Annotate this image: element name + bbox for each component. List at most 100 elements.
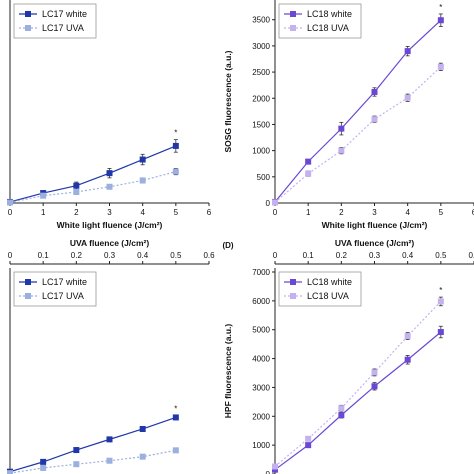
- data-point: [106, 436, 113, 443]
- legend-swatch-marker: [25, 11, 31, 17]
- x-tick-label: 0.3: [369, 251, 381, 260]
- data-point: [371, 369, 378, 376]
- data-point: [338, 125, 345, 132]
- data-point: [7, 199, 13, 206]
- legend-box: [13, 3, 97, 39]
- data-point: [371, 383, 378, 390]
- x-tick-label: 4: [405, 208, 410, 217]
- legend-box: [13, 271, 97, 307]
- data-point: [272, 463, 278, 470]
- y-tick-label: 3000: [252, 42, 270, 51]
- y-tick-label: 2000: [252, 94, 270, 103]
- y-tick-label: 7000: [252, 268, 270, 277]
- y-tick-label: 4000: [252, 355, 270, 364]
- legend-label: LC17 white: [42, 9, 87, 19]
- panel-top-right-chart: 0 1 2 3 4 5 6 White light fluence (J/cm²) 0 500 10…: [223, 0, 474, 230]
- series-line: [9, 416, 177, 473]
- x-tick-label: 5: [174, 208, 179, 217]
- y-tick-label: 2500: [252, 68, 270, 77]
- x-tick-label: 3: [107, 208, 112, 217]
- data-point: [172, 142, 179, 149]
- series-line: [274, 19, 442, 203]
- x-axis-label: White light fluence (J/cm²): [322, 220, 428, 230]
- series-line: [274, 301, 442, 467]
- data-point: [404, 48, 411, 55]
- legend-label: LC18 UVA: [307, 291, 349, 301]
- data-point: [139, 156, 146, 163]
- series-line: [274, 66, 442, 203]
- x-tick-label: 1: [306, 208, 311, 217]
- y-tick-label: 6000: [252, 297, 270, 306]
- x-tick-label: 3: [372, 208, 377, 217]
- data-point: [338, 405, 345, 412]
- series-line: [274, 331, 442, 471]
- x-tick-label: 0.1: [38, 251, 50, 260]
- y-tick-label: 500: [257, 173, 271, 182]
- data-point: [404, 333, 411, 340]
- legend-swatch-marker: [290, 293, 296, 299]
- x-tick-label: 0: [8, 208, 13, 217]
- data-point: [172, 414, 179, 421]
- x-tick-label: 0.5: [170, 251, 182, 260]
- y-tick-label: 0: [266, 470, 271, 474]
- data-point: [73, 461, 80, 468]
- y-tick-label: 5000: [252, 326, 270, 335]
- x-tick-label: 0: [273, 208, 278, 217]
- y-axis-label: SOSG fluorescence (a.u.): [223, 50, 233, 152]
- x-axis-label: White light fluence (J/cm²): [57, 220, 163, 230]
- x-axis-label: UVA fluence (J/cm²): [335, 238, 415, 248]
- significance-annotation: *: [439, 286, 442, 295]
- y-tick-label: 0: [266, 199, 271, 208]
- series-line: [9, 145, 177, 203]
- x-tick-label: 1: [41, 208, 46, 217]
- data-point: [371, 116, 378, 123]
- data-point: [73, 182, 80, 189]
- x-tick-label: 0: [8, 251, 13, 260]
- data-point: [272, 466, 278, 473]
- x-tick-label: 2: [74, 208, 79, 217]
- y-tick-label: 2000: [252, 412, 270, 421]
- data-point: [305, 170, 312, 177]
- data-point: [106, 183, 113, 190]
- x-tick-label: 0.1: [303, 251, 315, 260]
- x-tick-label: 0.4: [137, 251, 149, 260]
- data-point: [338, 412, 345, 419]
- y-tick-label: 3500: [252, 16, 270, 25]
- x-tick-label: 0.2: [336, 251, 348, 260]
- x-tick-label: 0.5: [435, 251, 447, 260]
- x-tick-label: 0.2: [71, 251, 83, 260]
- y-axis-label: HPF fluorescence (a.u.): [223, 324, 233, 419]
- series-line: [9, 170, 176, 204]
- legend-label: LC17 UVA: [42, 23, 84, 33]
- legend-label: LC17 UVA: [42, 291, 84, 301]
- x-tick-label: 0: [273, 251, 278, 260]
- data-point: [40, 464, 47, 471]
- data-point: [305, 435, 312, 442]
- data-point: [139, 453, 146, 460]
- data-point: [371, 88, 378, 95]
- significance-annotation: *: [174, 129, 177, 138]
- legend-swatch-marker: [25, 279, 31, 285]
- significance-annotation: *: [439, 3, 442, 12]
- legend-box: [278, 3, 362, 39]
- data-point: [338, 147, 345, 154]
- data-point: [73, 447, 80, 454]
- data-point: [139, 425, 146, 432]
- panel-letter: (D): [222, 241, 233, 250]
- data-point: [106, 457, 113, 464]
- y-tick-label: 1500: [252, 120, 270, 129]
- legend-label: LC18 UVA: [307, 23, 349, 33]
- y-tick-label: 1000: [252, 147, 270, 156]
- legend-label: LC18 white: [307, 9, 352, 19]
- data-point: [404, 356, 411, 363]
- x-tick-label: 2: [339, 208, 344, 217]
- data-point: [172, 447, 179, 454]
- x-tick-label: 4: [140, 208, 145, 217]
- y-tick-label: 1000: [252, 441, 270, 450]
- data-point: [305, 158, 312, 165]
- data-point: [437, 329, 444, 336]
- data-point: [106, 170, 113, 177]
- x-axis-label: UVA fluence (J/cm²): [70, 238, 150, 248]
- data-point: [404, 94, 411, 101]
